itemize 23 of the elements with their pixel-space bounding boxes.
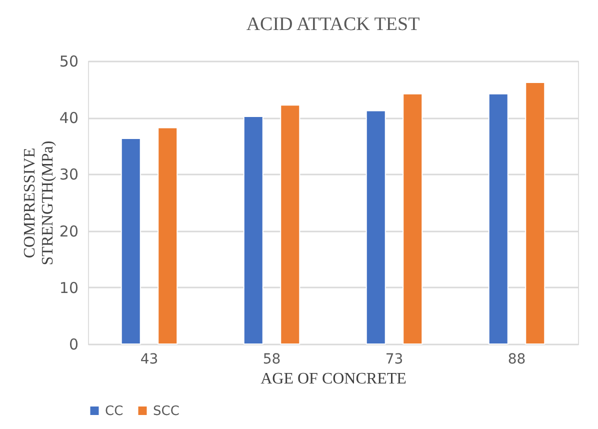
bar: [366, 110, 386, 344]
bar: [120, 138, 141, 344]
y-tick-label: 30: [59, 166, 78, 184]
bar: [280, 104, 300, 344]
x-axis-title: AGE OF CONCRETE: [260, 370, 406, 388]
y-axis-title: COMPRESSIVE STRENGTH(MPa): [21, 140, 56, 266]
bar: [488, 93, 508, 344]
bar: [525, 82, 546, 344]
bar: [402, 93, 423, 344]
x-tick-label: 43: [140, 352, 158, 368]
x-tick-label: 58: [262, 352, 281, 368]
x-tick-label: 73: [385, 352, 404, 368]
y-tick-label: 40: [59, 109, 78, 128]
x-tick-label: 88: [508, 352, 526, 368]
bar: [243, 116, 264, 344]
legend-label: SCC: [153, 404, 180, 419]
y-tick-label: 10: [59, 278, 78, 297]
y-tick-label: 20: [59, 222, 78, 240]
chart-title: ACID ATTACK TEST: [246, 14, 420, 35]
y-tick-label: 0: [68, 336, 78, 354]
bar: [158, 127, 178, 344]
legend-label: CC: [105, 404, 124, 419]
y-tick-label: 50: [59, 52, 78, 70]
